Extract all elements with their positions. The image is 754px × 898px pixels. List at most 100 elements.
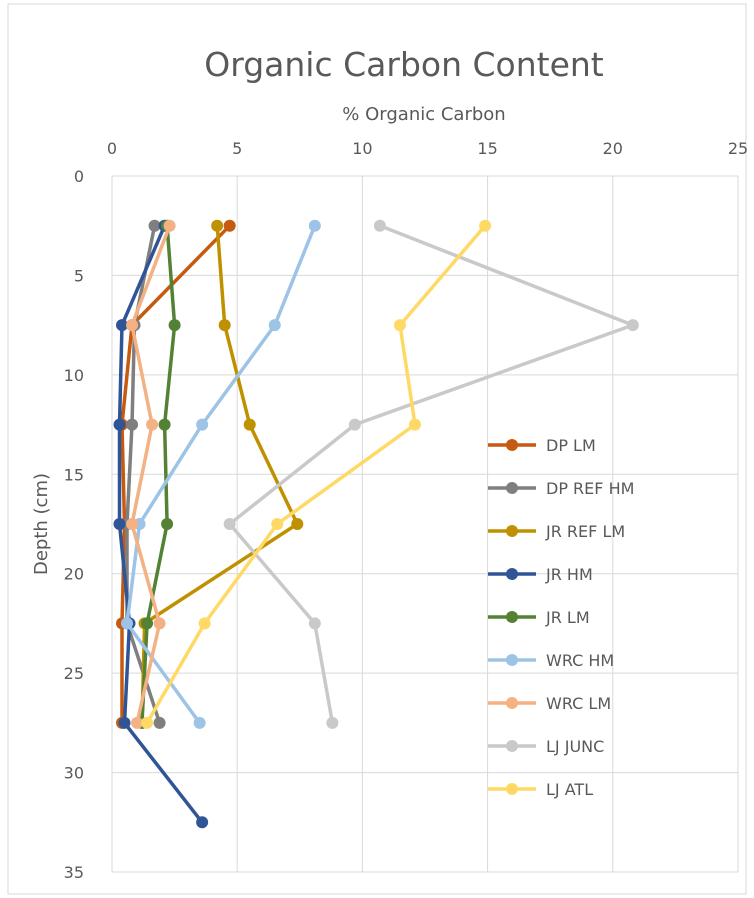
y-tick-label: 5 (74, 266, 84, 285)
data-point (308, 617, 321, 630)
data-point (271, 518, 284, 530)
series-line (140, 223, 177, 725)
data-point (626, 319, 639, 332)
legend-marker (506, 482, 518, 494)
legend-item: LJ ATL (488, 780, 593, 799)
x-axis-title: % Organic Carbon (342, 104, 505, 125)
series-lj-junc (223, 219, 639, 729)
data-point (196, 816, 209, 829)
legend-label: LJ JUNC (546, 737, 604, 756)
y-tick-label: 15 (64, 465, 84, 484)
legend-label: JR REF LM (545, 522, 625, 541)
y-axis-title: Depth (cm) (31, 473, 52, 575)
series-line (140, 223, 300, 725)
legend-item: DP LM (488, 436, 596, 455)
y-tick-label: 25 (64, 664, 84, 683)
series-line (227, 223, 635, 725)
chart-title: Organic Carbon Content (204, 45, 604, 84)
legend-label: LJ ATL (546, 780, 593, 799)
legend-label: JR HM (545, 565, 593, 584)
y-tick-label: 30 (64, 764, 84, 783)
data-point (126, 518, 139, 530)
data-point (268, 319, 281, 332)
legend-item: JR REF LM (488, 522, 625, 541)
legend-marker (506, 525, 518, 537)
data-point (141, 617, 154, 630)
legend: DP LM DP REF HM JR REF LM JR HM JR LM WRC HM W… (488, 436, 634, 799)
data-point (118, 716, 131, 729)
legend-marker (506, 654, 518, 666)
series-wrc-lm (126, 219, 176, 729)
axis-tick-labels: 0 5 10 15 20 25 0 5 10 15 20 25 30 35 (64, 139, 749, 882)
data-point (148, 219, 161, 232)
data-point (218, 319, 231, 332)
legend-marker (506, 783, 518, 795)
legend-marker (506, 697, 518, 709)
data-point (479, 219, 492, 232)
y-tick-label: 0 (74, 167, 84, 186)
data-point (193, 716, 206, 729)
x-tick-label: 15 (477, 139, 497, 158)
data-point (161, 518, 174, 530)
legend-marker (506, 740, 518, 752)
legend-marker (506, 568, 518, 580)
data-point (196, 418, 209, 431)
data-point (291, 518, 304, 530)
data-series (113, 219, 639, 829)
data-point (326, 716, 339, 729)
data-point (373, 219, 386, 232)
x-tick-label: 0 (107, 139, 117, 158)
y-tick-label: 20 (64, 565, 84, 584)
data-point (121, 617, 134, 630)
legend-item: LJ JUNC (488, 737, 604, 756)
data-point (348, 418, 361, 431)
series-line (120, 223, 232, 725)
legend-item: JR HM (488, 565, 593, 584)
series-lj-atl (141, 219, 492, 729)
data-point (126, 418, 139, 431)
legend-marker (506, 439, 518, 451)
x-tick-label: 10 (352, 139, 372, 158)
legend-item: WRC HM (488, 651, 614, 670)
data-point (211, 219, 224, 232)
data-point (146, 418, 159, 431)
x-tick-label: 5 (232, 139, 242, 158)
data-point (223, 518, 236, 530)
data-point (243, 418, 256, 431)
legend-item: DP REF HM (488, 479, 634, 498)
data-point (153, 617, 166, 630)
x-tick-label: 25 (728, 139, 748, 158)
legend-item: JR LM (488, 608, 590, 627)
gridlines (111, 175, 739, 873)
data-point (308, 219, 321, 232)
legend-label: WRC LM (546, 694, 611, 713)
data-point (408, 418, 421, 431)
data-point (126, 319, 139, 332)
series-line (130, 223, 172, 725)
data-point (113, 518, 126, 530)
data-point (198, 617, 211, 630)
data-point (141, 716, 154, 729)
legend-marker (506, 611, 518, 623)
data-point (153, 716, 166, 729)
data-point (163, 219, 176, 232)
x-tick-label: 20 (603, 139, 623, 158)
data-point (113, 418, 126, 431)
legend-label: JR LM (545, 608, 590, 627)
series-line (145, 223, 487, 725)
legend-label: WRC HM (546, 651, 614, 670)
legend-item: WRC LM (488, 694, 611, 713)
series-line (125, 223, 317, 725)
data-point (393, 319, 406, 332)
data-point (223, 219, 236, 232)
legend-label: DP LM (546, 436, 596, 455)
data-point (116, 319, 129, 332)
data-point (131, 716, 144, 729)
data-point (158, 418, 171, 431)
data-point (168, 319, 181, 332)
y-tick-label: 35 (64, 863, 84, 882)
y-tick-label: 10 (64, 366, 84, 385)
legend-label: DP REF HM (546, 479, 634, 498)
